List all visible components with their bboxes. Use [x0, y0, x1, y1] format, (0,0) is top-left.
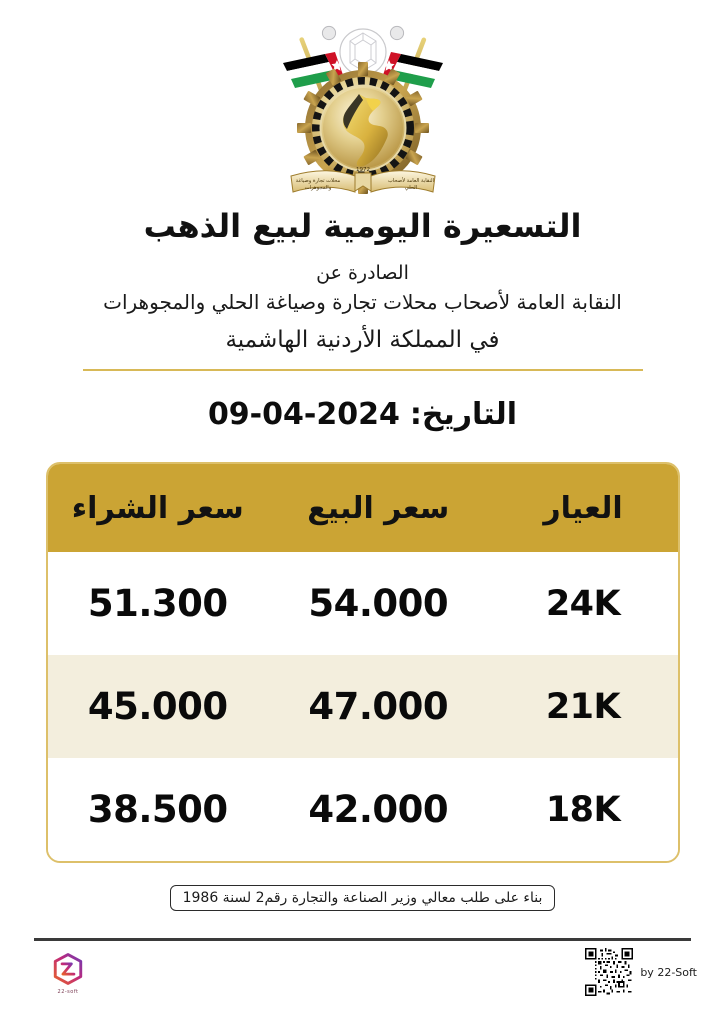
qr-container[interactable]: by 22-Soft [585, 948, 697, 996]
jordan-map-shape [342, 94, 388, 167]
cell-buy-price: 38.500 [87, 788, 228, 832]
qr-code-icon[interactable] [585, 948, 634, 996]
gold-divider [82, 369, 643, 372]
column-header-karat: العيار [543, 490, 623, 526]
cell-karat: 24K [545, 583, 621, 624]
emblem-founded-year: 1972 [356, 167, 370, 173]
jordan-goldsmiths-union-emblem-icon: 1972 النقابة العامة لأصحاب الحلي محلات ت… [282, 25, 443, 194]
brand-wordmark: 22-soft [57, 989, 79, 995]
emblem-container: 1972 النقابة العامة لأصحاب الحلي محلات ت… [0, 0, 725, 200]
date-label: التاريخ: [409, 397, 518, 433]
issuer-name: النقابة العامة لأصحاب محلات تجارة وصياغة… [103, 289, 622, 314]
page-footer: 22-soft [0, 930, 725, 1024]
svg-text:محلات تجارة وصياغة: محلات تجارة وصياغة [295, 178, 340, 184]
qr-by-label: by 22-Soft [640, 965, 697, 979]
date-value: 09-04-2024 [207, 397, 400, 433]
subtitle-block: الصادرة عن النقابة العامة لأصحاب محلات ت… [0, 260, 725, 357]
column-header-sell-price: سعر البيع [307, 490, 450, 526]
gold-price-table: العيار سعر البيع سعر الشراء 24K 54.000 5… [45, 462, 680, 864]
emblem-banner: 1972 النقابة العامة لأصحاب الحلي محلات ت… [289, 167, 436, 193]
22soft-cube-logo-icon [53, 953, 83, 985]
column-header-buy-price: سعر الشراء [71, 490, 244, 526]
issuer-country: في المملكة الأردنية الهاشمية [225, 326, 500, 353]
gem-icon [338, 28, 387, 76]
cell-buy-price: 45.000 [87, 685, 228, 729]
page-title: التسعيرة اليومية لبيع الذهب [143, 207, 582, 245]
cell-karat: 18K [545, 789, 621, 830]
table-row: 18K 42.000 38.500 [47, 758, 678, 862]
table-row: 24K 54.000 51.300 [47, 552, 678, 656]
svg-text:النقابة العامة لأصحاب: النقابة العامة لأصحاب [387, 177, 433, 184]
issuer-prefix: الصادرة عن [316, 262, 409, 284]
jordan-flag-left [282, 52, 343, 88]
cell-sell-price: 47.000 [308, 685, 449, 729]
cell-buy-price: 51.300 [87, 582, 228, 626]
footer-divider [34, 938, 691, 941]
cell-karat: 21K [545, 686, 621, 727]
date-line: التاريخ:09-04-2024 [0, 397, 725, 432]
cell-sell-price: 54.000 [308, 582, 449, 626]
svg-text:الحلي: الحلي [404, 185, 416, 191]
svg-text:والمجوهرات: والمجوهرات [304, 185, 331, 191]
brand-logo-container: 22-soft [38, 952, 98, 995]
table-row: 21K 47.000 45.000 [47, 655, 678, 759]
table-header-row: العيار سعر البيع سعر الشراء [47, 464, 678, 553]
cell-sell-price: 42.000 [308, 788, 449, 832]
jordan-flag-right [382, 52, 443, 88]
legal-footnote: بناء على طلب معالي وزير الصناعة والتجارة… [169, 885, 556, 912]
footnote-container: بناء على طلب معالي وزير الصناعة والتجارة… [0, 885, 725, 912]
